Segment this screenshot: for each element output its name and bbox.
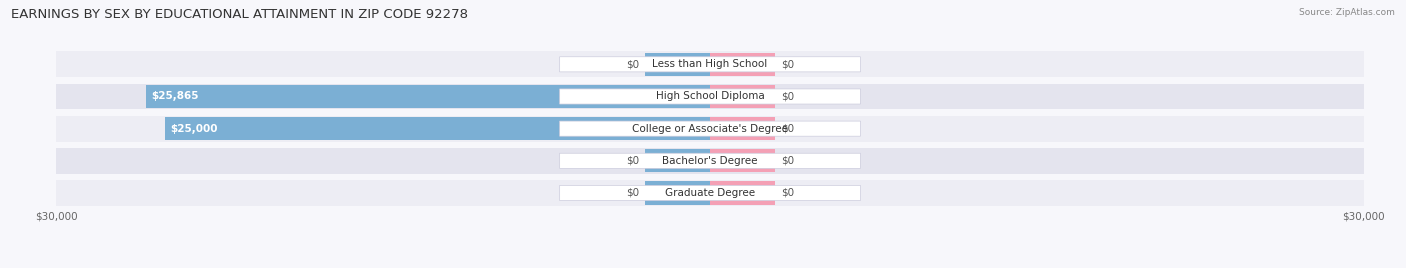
- Bar: [165, 117, 710, 140]
- Text: $0: $0: [626, 156, 640, 166]
- FancyBboxPatch shape: [560, 185, 860, 200]
- Bar: [710, 149, 776, 172]
- Text: EARNINGS BY SEX BY EDUCATIONAL ATTAINMENT IN ZIP CODE 92278: EARNINGS BY SEX BY EDUCATIONAL ATTAINMEN…: [11, 8, 468, 21]
- FancyBboxPatch shape: [560, 57, 860, 72]
- Bar: [24, 116, 1406, 142]
- Bar: [644, 53, 710, 76]
- Bar: [644, 149, 710, 172]
- Bar: [644, 181, 710, 204]
- Text: $0: $0: [780, 91, 794, 102]
- Bar: [24, 148, 1406, 174]
- Bar: [24, 84, 1406, 109]
- FancyBboxPatch shape: [560, 153, 860, 168]
- Text: Bachelor's Degree: Bachelor's Degree: [662, 156, 758, 166]
- Bar: [146, 85, 710, 108]
- Bar: [710, 181, 776, 204]
- Text: $0: $0: [780, 156, 794, 166]
- Text: $0: $0: [626, 188, 640, 198]
- Bar: [710, 117, 776, 140]
- Text: $25,000: $25,000: [170, 124, 218, 134]
- Bar: [24, 51, 1406, 77]
- Text: $0: $0: [780, 124, 794, 134]
- Text: Graduate Degree: Graduate Degree: [665, 188, 755, 198]
- Text: $25,865: $25,865: [152, 91, 200, 102]
- Text: $0: $0: [780, 188, 794, 198]
- Text: Less than High School: Less than High School: [652, 59, 768, 69]
- Bar: [710, 53, 776, 76]
- Text: $0: $0: [780, 59, 794, 69]
- FancyBboxPatch shape: [560, 121, 860, 136]
- Text: $0: $0: [626, 59, 640, 69]
- Text: Source: ZipAtlas.com: Source: ZipAtlas.com: [1299, 8, 1395, 17]
- FancyBboxPatch shape: [560, 89, 860, 104]
- Bar: [710, 85, 776, 108]
- Text: High School Diploma: High School Diploma: [655, 91, 765, 102]
- Text: College or Associate's Degree: College or Associate's Degree: [633, 124, 787, 134]
- Bar: [24, 180, 1406, 206]
